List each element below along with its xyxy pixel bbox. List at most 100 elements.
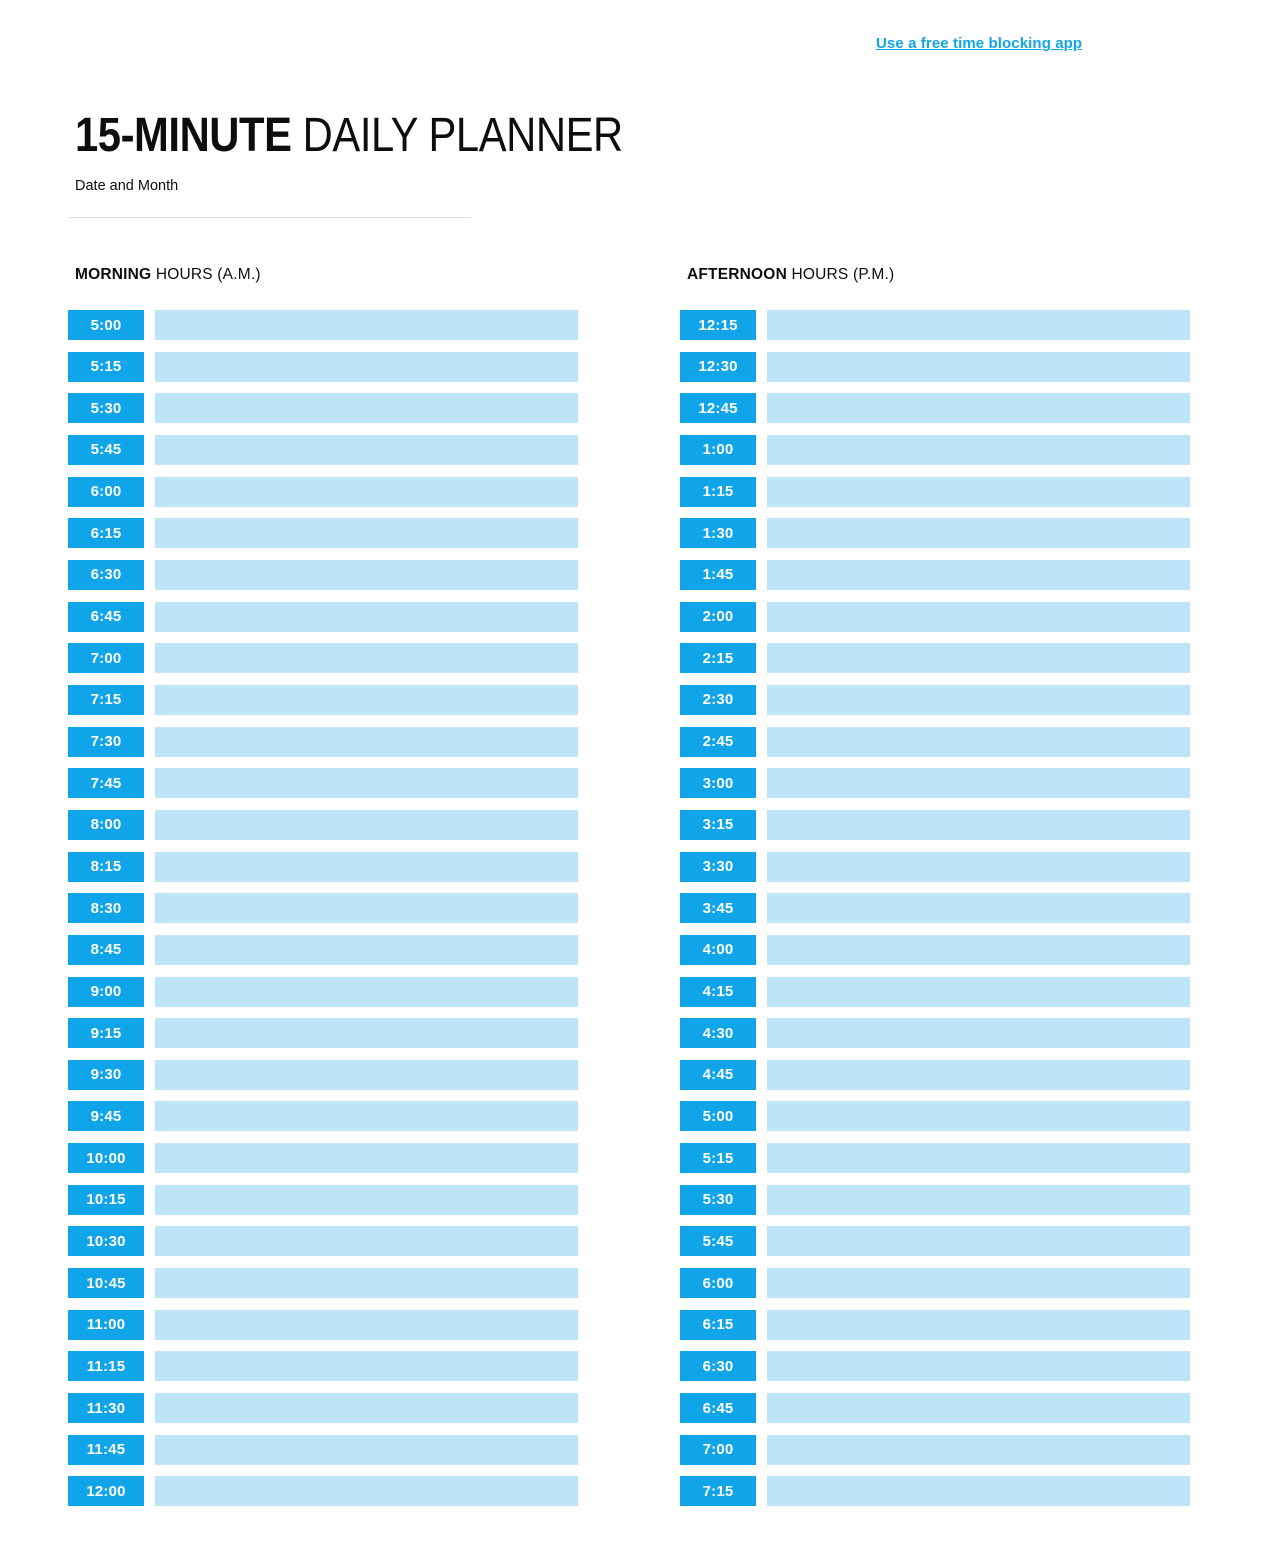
time-slot-row: 10:00 (68, 1143, 578, 1174)
time-slot-field[interactable] (767, 1018, 1190, 1049)
time-slot-row: 5:30 (68, 393, 578, 424)
time-slot-field[interactable] (767, 434, 1190, 465)
time-slot-row: 5:15 (68, 351, 578, 382)
time-slot-field[interactable] (767, 559, 1190, 590)
time-slot-field[interactable] (767, 893, 1190, 924)
time-slot-field[interactable] (155, 893, 578, 924)
time-slot-field[interactable] (155, 559, 578, 590)
time-slot-row: 4:00 (680, 934, 1190, 965)
time-slot-field[interactable] (155, 1434, 578, 1465)
time-label: 4:00 (680, 934, 756, 965)
time-slot-field[interactable] (767, 1476, 1190, 1507)
time-slot-field[interactable] (155, 976, 578, 1007)
time-label: 5:45 (68, 434, 144, 465)
time-slot-field[interactable] (767, 1226, 1190, 1257)
time-slot-field[interactable] (155, 1226, 578, 1257)
time-slot-field[interactable] (767, 809, 1190, 840)
time-slot-row: 5:45 (68, 434, 578, 465)
time-slot-row: 12:30 (680, 351, 1190, 382)
time-slot-field[interactable] (155, 809, 578, 840)
time-slot-field[interactable] (767, 518, 1190, 549)
time-slot-field[interactable] (767, 1309, 1190, 1340)
time-slot-field[interactable] (767, 726, 1190, 757)
time-slot-field[interactable] (155, 1393, 578, 1424)
time-slot-field[interactable] (155, 684, 578, 715)
time-slot-field[interactable] (155, 518, 578, 549)
time-slot-row: 6:15 (68, 518, 578, 549)
time-slot-row: 7:30 (68, 726, 578, 757)
time-slot-field[interactable] (155, 934, 578, 965)
time-blocking-app-link[interactable]: Use a free time blocking app (876, 35, 1083, 52)
time-slot-field[interactable] (155, 310, 578, 340)
time-label: 9:30 (68, 1059, 144, 1090)
time-slot-field[interactable] (155, 476, 578, 507)
time-slot-field[interactable] (155, 851, 578, 882)
time-slot-field[interactable] (155, 601, 578, 632)
time-slot-field[interactable] (767, 393, 1190, 424)
time-label: 10:45 (68, 1268, 144, 1299)
time-slot-field[interactable] (767, 851, 1190, 882)
time-slot-row: 12:45 (680, 393, 1190, 424)
time-slot-field[interactable] (155, 393, 578, 424)
time-slot-row: 3:15 (680, 809, 1190, 840)
time-slot-field[interactable] (767, 768, 1190, 799)
time-label: 7:15 (68, 684, 144, 715)
time-slot-row: 4:15 (680, 976, 1190, 1007)
time-label: 6:00 (68, 476, 144, 507)
page-title: 15-MINUTE DAILY PLANNER (75, 112, 623, 160)
time-label: 2:45 (680, 726, 756, 757)
afternoon-column-heading: AFTERNOON HOURS (P.M.) (687, 266, 1190, 284)
time-slot-row: 8:30 (68, 893, 578, 924)
time-label: 5:30 (680, 1184, 756, 1215)
time-slot-field[interactable] (155, 434, 578, 465)
time-slot-field[interactable] (767, 976, 1190, 1007)
time-label: 10:15 (68, 1184, 144, 1215)
time-slot-field[interactable] (767, 601, 1190, 632)
time-slot-field[interactable] (155, 1018, 578, 1049)
time-slot-field[interactable] (767, 1143, 1190, 1174)
time-slot-field[interactable] (155, 1268, 578, 1299)
time-label: 5:15 (680, 1143, 756, 1174)
time-slot-field[interactable] (155, 351, 578, 382)
time-slot-field[interactable] (767, 1393, 1190, 1424)
time-slot-field[interactable] (155, 1143, 578, 1174)
time-slot-field[interactable] (767, 1059, 1190, 1090)
time-slot-field[interactable] (767, 684, 1190, 715)
time-slot-row: 9:30 (68, 1059, 578, 1090)
time-slot-field[interactable] (767, 310, 1190, 340)
time-label: 6:45 (68, 601, 144, 632)
time-slot-field[interactable] (155, 1101, 578, 1132)
time-slot-field[interactable] (155, 1476, 578, 1507)
time-slot-field[interactable] (767, 1101, 1190, 1132)
time-slot-row: 4:45 (680, 1059, 1190, 1090)
time-slot-field[interactable] (155, 726, 578, 757)
time-slot-field[interactable] (767, 1268, 1190, 1299)
time-slot-field[interactable] (767, 351, 1190, 382)
time-slot-row: 9:15 (68, 1018, 578, 1049)
time-label: 7:00 (68, 643, 144, 674)
time-slot-field[interactable] (155, 1309, 578, 1340)
time-label: 5:45 (680, 1226, 756, 1257)
time-slot-field[interactable] (767, 1434, 1190, 1465)
time-slot-field[interactable] (155, 1184, 578, 1215)
time-slot-field[interactable] (155, 1351, 578, 1382)
time-slot-field[interactable] (155, 1059, 578, 1090)
time-slot-field[interactable] (767, 1184, 1190, 1215)
time-slot-field[interactable] (155, 768, 578, 799)
time-slot-field[interactable] (767, 1351, 1190, 1382)
date-and-month-field[interactable] (68, 217, 471, 218)
time-slot-field[interactable] (155, 643, 578, 674)
date-and-month-label: Date and Month (75, 178, 179, 194)
time-slot-row: 1:30 (680, 518, 1190, 549)
time-slot-field[interactable] (767, 934, 1190, 965)
time-slot-field[interactable] (767, 643, 1190, 674)
time-slot-row: 7:00 (680, 1434, 1190, 1465)
time-label: 7:45 (68, 768, 144, 799)
afternoon-heading-rest: HOURS (P.M.) (786, 266, 895, 283)
time-slot-row: 5:00 (68, 310, 578, 340)
time-slot-row: 6:00 (680, 1268, 1190, 1299)
time-slot-field[interactable] (767, 476, 1190, 507)
time-label: 5:15 (68, 351, 144, 382)
time-label: 1:30 (680, 518, 756, 549)
